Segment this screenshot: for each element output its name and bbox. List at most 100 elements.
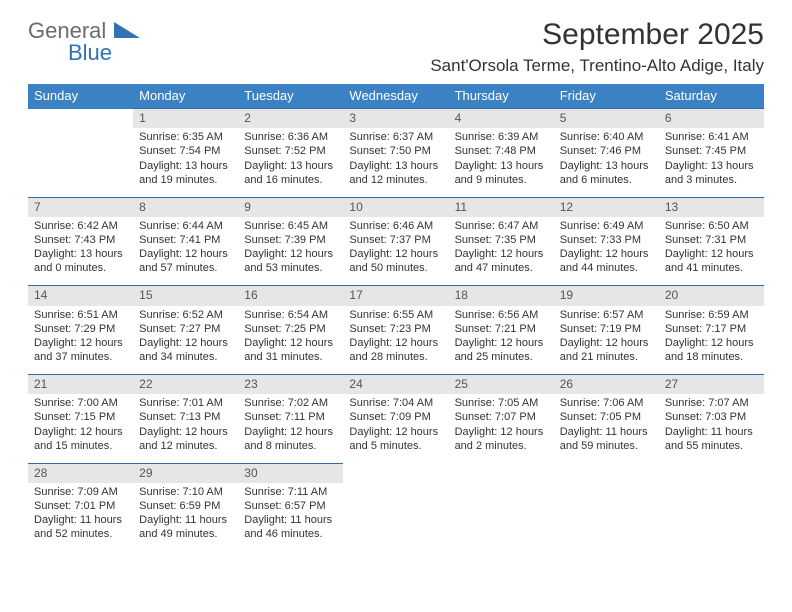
day-number-cell: 26: [554, 375, 659, 395]
day-number-row: 21222324252627: [28, 375, 764, 395]
month-title: September 2025: [430, 18, 764, 52]
daylight-text: Daylight: 12 hours and 44 minutes.: [560, 247, 653, 275]
daylight-text: Daylight: 12 hours and 12 minutes.: [139, 425, 232, 453]
daylight-text: Daylight: 12 hours and 2 minutes.: [455, 425, 548, 453]
daylight-text: Daylight: 12 hours and 28 minutes.: [349, 336, 442, 364]
day-number-cell: [554, 463, 659, 483]
day-number-row: 282930: [28, 463, 764, 483]
sunrise-text: Sunrise: 7:06 AM: [560, 396, 653, 410]
day-content-row: Sunrise: 7:00 AMSunset: 7:15 PMDaylight:…: [28, 394, 764, 463]
day-content-cell: Sunrise: 7:02 AMSunset: 7:11 PMDaylight:…: [238, 394, 343, 463]
sunrise-text: Sunrise: 6:50 AM: [665, 219, 758, 233]
sunrise-text: Sunrise: 6:47 AM: [455, 219, 548, 233]
day-content-cell: Sunrise: 7:05 AMSunset: 7:07 PMDaylight:…: [449, 394, 554, 463]
daylight-text: Daylight: 12 hours and 5 minutes.: [349, 425, 442, 453]
day-content-cell: Sunrise: 7:06 AMSunset: 7:05 PMDaylight:…: [554, 394, 659, 463]
sunrise-text: Sunrise: 6:36 AM: [244, 130, 337, 144]
sunrise-text: Sunrise: 7:00 AM: [34, 396, 127, 410]
sunset-text: Sunset: 7:43 PM: [34, 233, 127, 247]
daylight-text: Daylight: 12 hours and 34 minutes.: [139, 336, 232, 364]
sunrise-text: Sunrise: 6:45 AM: [244, 219, 337, 233]
day-content-cell: [659, 483, 764, 551]
day-number-cell: 25: [449, 375, 554, 395]
sunrise-text: Sunrise: 6:57 AM: [560, 308, 653, 322]
daylight-text: Daylight: 12 hours and 57 minutes.: [139, 247, 232, 275]
sunset-text: Sunset: 7:41 PM: [139, 233, 232, 247]
sunset-text: Sunset: 7:27 PM: [139, 322, 232, 336]
day-content-cell: Sunrise: 6:42 AMSunset: 7:43 PMDaylight:…: [28, 217, 133, 286]
daylight-text: Daylight: 11 hours and 55 minutes.: [665, 425, 758, 453]
sunset-text: Sunset: 7:17 PM: [665, 322, 758, 336]
sunrise-text: Sunrise: 7:09 AM: [34, 485, 127, 499]
sunrise-text: Sunrise: 7:02 AM: [244, 396, 337, 410]
brand-triangle-icon: [114, 22, 140, 38]
day-content-cell: Sunrise: 6:50 AMSunset: 7:31 PMDaylight:…: [659, 217, 764, 286]
day-number-cell: 12: [554, 197, 659, 217]
day-number-cell: 7: [28, 197, 133, 217]
day-number-cell: 10: [343, 197, 448, 217]
day-content-row: Sunrise: 6:42 AMSunset: 7:43 PMDaylight:…: [28, 217, 764, 286]
day-content-cell: Sunrise: 6:56 AMSunset: 7:21 PMDaylight:…: [449, 306, 554, 375]
sunset-text: Sunset: 7:52 PM: [244, 144, 337, 158]
day-number-cell: 13: [659, 197, 764, 217]
day-content-cell: Sunrise: 6:52 AMSunset: 7:27 PMDaylight:…: [133, 306, 238, 375]
daylight-text: Daylight: 13 hours and 9 minutes.: [455, 159, 548, 187]
day-content-cell: Sunrise: 6:54 AMSunset: 7:25 PMDaylight:…: [238, 306, 343, 375]
sunrise-text: Sunrise: 7:05 AM: [455, 396, 548, 410]
daylight-text: Daylight: 12 hours and 50 minutes.: [349, 247, 442, 275]
sunset-text: Sunset: 7:54 PM: [139, 144, 232, 158]
day-content-cell: Sunrise: 7:09 AMSunset: 7:01 PMDaylight:…: [28, 483, 133, 551]
daylight-text: Daylight: 12 hours and 15 minutes.: [34, 425, 127, 453]
day-content-row: Sunrise: 7:09 AMSunset: 7:01 PMDaylight:…: [28, 483, 764, 551]
daylight-text: Daylight: 13 hours and 3 minutes.: [665, 159, 758, 187]
calendar-table: Sunday Monday Tuesday Wednesday Thursday…: [28, 84, 764, 551]
sunrise-text: Sunrise: 6:59 AM: [665, 308, 758, 322]
day-content-cell: Sunrise: 7:01 AMSunset: 7:13 PMDaylight:…: [133, 394, 238, 463]
sunset-text: Sunset: 7:39 PM: [244, 233, 337, 247]
day-number-cell: 1: [133, 109, 238, 129]
day-header: Tuesday: [238, 84, 343, 109]
daylight-text: Daylight: 12 hours and 53 minutes.: [244, 247, 337, 275]
daylight-text: Daylight: 13 hours and 16 minutes.: [244, 159, 337, 187]
daylight-text: Daylight: 13 hours and 19 minutes.: [139, 159, 232, 187]
brand-logo: General Blue: [28, 18, 148, 64]
day-content-cell: Sunrise: 6:39 AMSunset: 7:48 PMDaylight:…: [449, 128, 554, 197]
day-content-cell: Sunrise: 6:41 AMSunset: 7:45 PMDaylight:…: [659, 128, 764, 197]
daylight-text: Daylight: 12 hours and 47 minutes.: [455, 247, 548, 275]
sunset-text: Sunset: 7:15 PM: [34, 410, 127, 424]
daylight-text: Daylight: 13 hours and 6 minutes.: [560, 159, 653, 187]
day-number-cell: 20: [659, 286, 764, 306]
day-number-cell: 15: [133, 286, 238, 306]
day-number-cell: [28, 109, 133, 129]
day-content-cell: Sunrise: 6:57 AMSunset: 7:19 PMDaylight:…: [554, 306, 659, 375]
sunset-text: Sunset: 7:01 PM: [34, 499, 127, 513]
day-content-cell: Sunrise: 7:00 AMSunset: 7:15 PMDaylight:…: [28, 394, 133, 463]
sunrise-text: Sunrise: 6:37 AM: [349, 130, 442, 144]
day-number-cell: 4: [449, 109, 554, 129]
day-header: Thursday: [449, 84, 554, 109]
day-header: Saturday: [659, 84, 764, 109]
sunset-text: Sunset: 7:11 PM: [244, 410, 337, 424]
day-number-cell: 28: [28, 463, 133, 483]
sunset-text: Sunset: 7:29 PM: [34, 322, 127, 336]
day-number-cell: [449, 463, 554, 483]
day-number-cell: 9: [238, 197, 343, 217]
day-number-cell: 16: [238, 286, 343, 306]
day-content-cell: Sunrise: 6:47 AMSunset: 7:35 PMDaylight:…: [449, 217, 554, 286]
sunrise-text: Sunrise: 6:56 AM: [455, 308, 548, 322]
day-number-cell: 17: [343, 286, 448, 306]
day-content-cell: Sunrise: 7:07 AMSunset: 7:03 PMDaylight:…: [659, 394, 764, 463]
sunrise-text: Sunrise: 6:55 AM: [349, 308, 442, 322]
day-number-cell: [343, 463, 448, 483]
sunset-text: Sunset: 7:05 PM: [560, 410, 653, 424]
day-number-cell: 14: [28, 286, 133, 306]
day-number-cell: 11: [449, 197, 554, 217]
day-number-cell: 2: [238, 109, 343, 129]
day-content-cell: Sunrise: 6:51 AMSunset: 7:29 PMDaylight:…: [28, 306, 133, 375]
day-content-row: Sunrise: 6:35 AMSunset: 7:54 PMDaylight:…: [28, 128, 764, 197]
sunset-text: Sunset: 6:57 PM: [244, 499, 337, 513]
day-header-row: Sunday Monday Tuesday Wednesday Thursday…: [28, 84, 764, 109]
sunset-text: Sunset: 7:25 PM: [244, 322, 337, 336]
daylight-text: Daylight: 12 hours and 21 minutes.: [560, 336, 653, 364]
day-content-cell: Sunrise: 6:45 AMSunset: 7:39 PMDaylight:…: [238, 217, 343, 286]
